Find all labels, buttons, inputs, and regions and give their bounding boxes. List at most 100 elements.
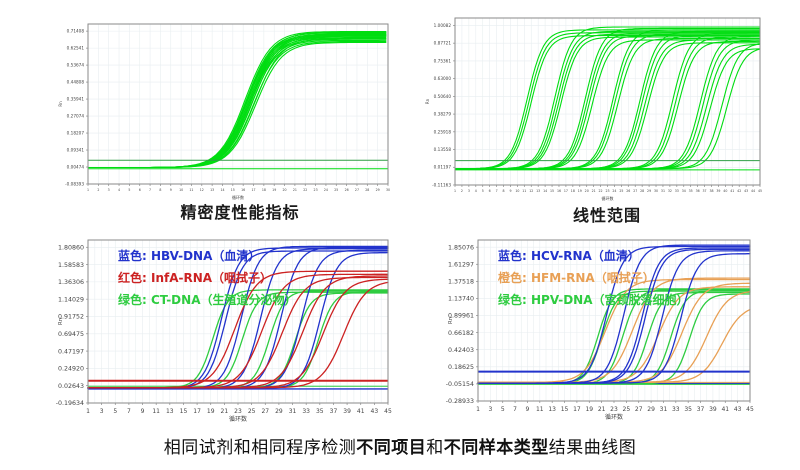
svg-text:0.71408: 0.71408 (67, 29, 85, 34)
svg-text:0.75361: 0.75361 (434, 58, 452, 63)
svg-text:11: 11 (189, 188, 193, 192)
svg-text:0.89961: 0.89961 (448, 313, 474, 320)
chart-linear-range: 1.00082 0.87721 0.75361 0.63000 0.50640 0.382… (423, 10, 768, 216)
legend-item: 红色: InfA-RNA（咽拭子） (118, 270, 272, 285)
svg-text:11: 11 (536, 406, 544, 413)
svg-text:27: 27 (261, 408, 269, 415)
svg-text:20: 20 (585, 189, 589, 193)
svg-text:7: 7 (513, 406, 517, 413)
svg-text:23: 23 (605, 189, 609, 193)
svg-text:1.85076: 1.85076 (448, 244, 474, 251)
legend-item: 橙色: HFM-RNA（咽拭子） (498, 270, 655, 285)
svg-text:8: 8 (159, 188, 161, 192)
svg-text:45: 45 (384, 408, 392, 415)
svg-text:循环数: 循环数 (229, 415, 247, 423)
svg-text:19: 19 (578, 189, 582, 193)
svg-text:0.09341: 0.09341 (67, 147, 85, 152)
legend-item: 蓝色: HCV-RNA（血清） (498, 248, 640, 263)
caption-part: 和 (426, 438, 444, 457)
svg-text:0.38279: 0.38279 (434, 112, 452, 117)
svg-text:10: 10 (515, 189, 519, 193)
svg-text:17: 17 (564, 189, 568, 193)
svg-text:0.69475: 0.69475 (58, 331, 84, 338)
svg-text:0.66182: 0.66182 (448, 330, 474, 337)
legend-item: 绿色: CT-DNA（生殖道分泌物） (118, 292, 296, 307)
svg-text:16: 16 (241, 188, 245, 192)
svg-text:Rn: Rn (58, 318, 64, 325)
svg-text:29: 29 (647, 406, 655, 413)
svg-text:32: 32 (668, 189, 672, 193)
svg-text:14: 14 (543, 189, 547, 193)
svg-text:8: 8 (503, 189, 505, 193)
svg-text:0.91752: 0.91752 (58, 314, 84, 321)
svg-text:-0.08393: -0.08393 (65, 181, 84, 186)
svg-text:31: 31 (661, 189, 665, 193)
svg-text:3: 3 (488, 406, 492, 413)
svg-text:27: 27 (355, 188, 359, 192)
svg-text:0.02643: 0.02643 (58, 383, 84, 390)
svg-text:23: 23 (610, 406, 618, 413)
svg-text:0.24920: 0.24920 (58, 366, 84, 373)
svg-text:13: 13 (166, 408, 174, 415)
svg-text:45: 45 (758, 189, 762, 193)
svg-text:9: 9 (509, 189, 511, 193)
svg-text:0.53674: 0.53674 (67, 63, 85, 68)
chart-different-samples: 1.85076 1.61297 1.37518 1.13740 0.89961 0.661… (446, 232, 758, 432)
svg-text:21: 21 (293, 188, 297, 192)
svg-text:43: 43 (734, 406, 742, 413)
svg-text:14: 14 (220, 188, 224, 192)
svg-text:0.18625: 0.18625 (448, 364, 474, 371)
svg-text:0.63000: 0.63000 (434, 76, 452, 81)
svg-text:36: 36 (696, 189, 700, 193)
svg-text:19: 19 (272, 188, 276, 192)
svg-text:41: 41 (721, 406, 729, 413)
svg-text:35: 35 (316, 408, 324, 415)
svg-text:5: 5 (113, 408, 117, 415)
svg-text:33: 33 (675, 189, 679, 193)
svg-text:4: 4 (118, 188, 120, 192)
svg-text:0.01197: 0.01197 (434, 165, 452, 170)
svg-text:13: 13 (536, 189, 540, 193)
svg-text:18: 18 (571, 189, 575, 193)
svg-text:23: 23 (314, 188, 318, 192)
figure-caption: 相同试剂和相同程序检测不同项目和不同样本类型结果曲线图 (0, 433, 800, 458)
svg-text:41: 41 (357, 408, 365, 415)
svg-text:1: 1 (476, 406, 480, 413)
svg-text:3: 3 (108, 188, 110, 192)
svg-text:21: 21 (592, 189, 596, 193)
svg-text:13: 13 (548, 406, 556, 413)
svg-text:9: 9 (170, 188, 172, 192)
svg-text:1: 1 (454, 189, 456, 193)
svg-text:循环数: 循环数 (602, 195, 614, 201)
title-precision: 精密度性能指标 (180, 205, 300, 222)
svg-text:35: 35 (684, 406, 692, 413)
svg-text:Rn: Rn (425, 98, 430, 104)
svg-text:43: 43 (371, 408, 379, 415)
svg-text:38: 38 (709, 189, 713, 193)
svg-text:-0.05154: -0.05154 (446, 381, 474, 388)
svg-text:0.35941: 0.35941 (67, 97, 85, 102)
chart-different-targets: 1.80860 1.58583 1.36306 1.14029 0.91752 0.694… (56, 232, 396, 434)
svg-text:44: 44 (751, 189, 755, 193)
svg-text:15: 15 (550, 189, 554, 193)
svg-text:25: 25 (248, 408, 256, 415)
svg-text:37: 37 (697, 406, 705, 413)
svg-text:12: 12 (200, 188, 204, 192)
svg-text:39: 39 (343, 408, 351, 415)
caption-part: 不同项目 (356, 438, 427, 457)
svg-text:29: 29 (275, 408, 283, 415)
svg-text:Rn: Rn (58, 101, 63, 107)
legend-item: 绿色: HPV-DNA（宫颈脱落细胞） (498, 292, 689, 307)
svg-text:37: 37 (703, 189, 707, 193)
svg-text:6: 6 (139, 188, 141, 192)
svg-text:30: 30 (386, 188, 390, 192)
svg-text:0.27074: 0.27074 (67, 114, 85, 119)
svg-text:1.58583: 1.58583 (58, 262, 84, 269)
svg-text:27: 27 (635, 406, 643, 413)
svg-text:1: 1 (86, 408, 90, 415)
svg-text:31: 31 (660, 406, 668, 413)
svg-text:24: 24 (612, 189, 616, 193)
svg-text:1.00082: 1.00082 (434, 23, 452, 28)
svg-text:-0.19634: -0.19634 (56, 400, 84, 407)
svg-text:15: 15 (561, 406, 569, 413)
